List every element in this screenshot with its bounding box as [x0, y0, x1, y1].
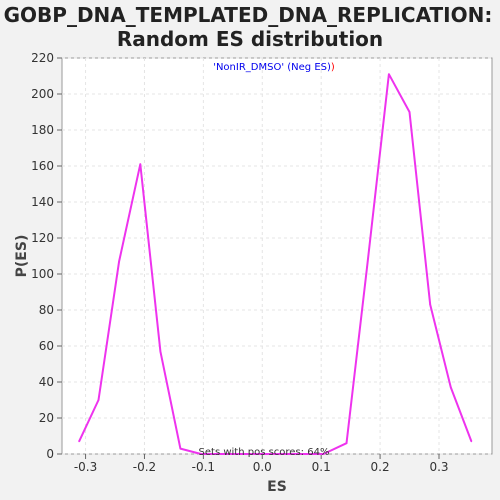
y-tick-label: 0	[46, 447, 54, 461]
grid-lines	[62, 57, 492, 455]
data-point	[322, 453, 325, 455]
es-distribution-line	[78, 73, 473, 455]
y-tick-label: 60	[39, 339, 54, 353]
data-point	[449, 386, 452, 389]
y-tick-label: 80	[39, 303, 54, 317]
data-point	[139, 163, 142, 165]
series-layer	[78, 73, 473, 455]
y-tick-label: 180	[31, 123, 54, 137]
data-point	[366, 266, 368, 268]
legend-suffix: )	[331, 62, 335, 73]
data-point	[388, 73, 390, 75]
x-tick-label: 0.1	[312, 460, 331, 474]
chart-title-line-2: Random ES distribution	[117, 27, 383, 51]
y-tick-label: 120	[31, 231, 54, 245]
data-point	[159, 350, 162, 353]
axis-ticks: -0.3 -0.2 -0.1 0.0 0.1 0.2 0.3 0 20 40 60 80 100 120 1…	[31, 51, 448, 474]
x-tick-label: -0.3	[74, 460, 97, 474]
data-point	[200, 453, 202, 455]
data-point	[470, 440, 473, 443]
chart-title-line-1: GOBP_DNA_TEMPLATED_DNA_REPLICATION:	[4, 3, 493, 27]
data-point	[179, 447, 182, 450]
y-tick-label: 100	[31, 267, 54, 281]
legend: 'NonIR_DMSO' (Neg ES))	[213, 62, 335, 73]
y-tick-label: 20	[39, 411, 54, 425]
positive-scores-annotation: Sets with pos scores: 64%	[199, 447, 330, 458]
y-tick-label: 220	[31, 51, 54, 65]
data-point	[220, 453, 222, 455]
data-point	[282, 453, 284, 455]
legend-series-label: 'NonIR_DMSO' (Neg ES)	[213, 62, 331, 73]
data-point	[345, 442, 348, 445]
x-tick-label: 0.3	[429, 460, 448, 474]
plot-area	[61, 57, 493, 455]
data-point	[408, 111, 411, 113]
y-tick-label: 40	[39, 375, 54, 389]
x-tick-label: -0.2	[133, 460, 156, 474]
x-tick-label: 0.2	[371, 460, 390, 474]
x-tick-label: -0.1	[192, 460, 215, 474]
x-tick-label: 0.0	[253, 460, 272, 474]
data-point	[97, 399, 100, 401]
x-axis-label: ES	[267, 479, 287, 495]
data-point	[118, 260, 120, 263]
data-point	[240, 453, 243, 455]
y-tick-label: 160	[31, 159, 54, 173]
y-axis-label: P(ES)	[14, 235, 30, 278]
y-tick-label: 140	[31, 195, 54, 209]
data-point	[261, 453, 264, 455]
y-tick-label: 200	[31, 87, 54, 101]
data-point	[429, 303, 431, 306]
data-point	[78, 440, 80, 443]
data-point	[302, 453, 305, 455]
